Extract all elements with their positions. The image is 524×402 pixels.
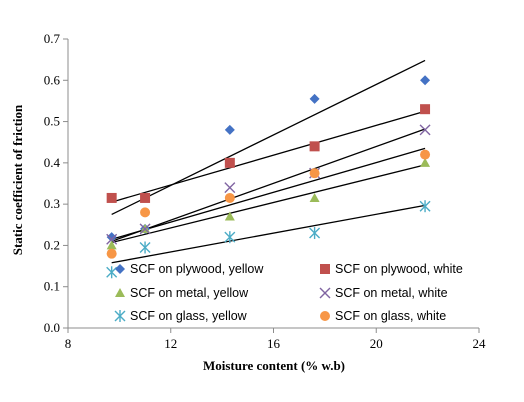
data-point bbox=[420, 75, 431, 86]
data-points bbox=[106, 75, 431, 279]
legend-marker bbox=[319, 287, 331, 299]
marker-stroke bbox=[319, 287, 331, 299]
trendline bbox=[111, 164, 426, 244]
y-tick-label: 0.4 bbox=[44, 155, 61, 170]
trendline bbox=[111, 147, 426, 240]
trendline bbox=[111, 204, 426, 264]
x-tick-label: 24 bbox=[473, 336, 487, 351]
legend-item: SCF on glass, yellow bbox=[114, 309, 248, 323]
data-point bbox=[224, 231, 236, 244]
data-point bbox=[139, 223, 151, 235]
data-point bbox=[420, 157, 431, 167]
legend-item: SCF on metal, white bbox=[319, 286, 448, 300]
marker-stroke bbox=[224, 182, 236, 194]
data-point bbox=[106, 266, 118, 279]
legend-item: SCF on glass, white bbox=[320, 309, 446, 323]
data-point bbox=[140, 207, 151, 218]
data-point bbox=[224, 182, 236, 194]
legend-marker bbox=[320, 311, 330, 321]
data-point bbox=[140, 192, 151, 203]
data-point bbox=[224, 211, 235, 221]
legend-label: SCF on plywood, white bbox=[335, 262, 463, 276]
data-point bbox=[309, 168, 320, 179]
data-point bbox=[106, 192, 117, 203]
x-axis-title: Moisture content (% w.b) bbox=[203, 358, 345, 373]
data-point bbox=[419, 124, 431, 136]
legend-marker bbox=[320, 264, 330, 274]
data-point bbox=[309, 141, 320, 152]
legend-marker bbox=[114, 310, 126, 322]
data-point bbox=[106, 232, 117, 243]
y-tick-label: 0.3 bbox=[44, 196, 60, 211]
data-point bbox=[419, 200, 431, 213]
legend-label: SCF on metal, white bbox=[335, 286, 448, 300]
data-point bbox=[420, 149, 431, 160]
trendline bbox=[111, 59, 426, 216]
legend-label: SCF on glass, white bbox=[335, 309, 446, 323]
trendline bbox=[111, 110, 426, 203]
legend-label: SCF on metal, yellow bbox=[130, 286, 249, 300]
trendline bbox=[111, 128, 426, 242]
data-point bbox=[224, 157, 235, 168]
data-point bbox=[309, 93, 320, 104]
data-point bbox=[420, 104, 431, 115]
data-point bbox=[106, 233, 118, 245]
marker-stroke bbox=[106, 233, 118, 245]
x-tick-label: 8 bbox=[65, 336, 72, 351]
data-point bbox=[106, 240, 117, 250]
data-point bbox=[309, 227, 321, 240]
x-tick-label: 12 bbox=[164, 336, 177, 351]
legend-marker bbox=[115, 288, 125, 297]
y-tick-label: 0.7 bbox=[44, 31, 61, 46]
y-tick-label: 0.0 bbox=[44, 320, 60, 335]
marker-stroke bbox=[419, 124, 431, 136]
x-tick-label: 16 bbox=[267, 336, 281, 351]
data-point bbox=[224, 124, 235, 135]
legend-label: SCF on glass, yellow bbox=[130, 309, 248, 323]
marker-stroke bbox=[139, 223, 151, 235]
legend-label: SCF on plywood, yellow bbox=[130, 262, 264, 276]
data-point bbox=[139, 241, 151, 254]
x-tick-label: 20 bbox=[370, 336, 383, 351]
trendlines bbox=[111, 59, 426, 264]
data-point bbox=[106, 248, 117, 259]
y-tick-label: 0.6 bbox=[44, 72, 61, 87]
legend: SCF on plywood, yellow SCF on plywood, wh… bbox=[114, 262, 463, 323]
legend-item: SCF on metal, yellow bbox=[115, 286, 249, 300]
legend-marker bbox=[115, 264, 125, 274]
data-point bbox=[309, 192, 320, 202]
legend-item: SCF on plywood, white bbox=[320, 262, 463, 276]
data-point bbox=[224, 192, 235, 203]
y-tick-label: 0.1 bbox=[44, 279, 60, 294]
y-tick-label: 0.5 bbox=[44, 114, 60, 129]
y-axis-title: Static coefficient of friction bbox=[10, 104, 25, 255]
legend-item: SCF on plywood, yellow bbox=[115, 262, 264, 276]
y-tick-label: 0.2 bbox=[44, 237, 60, 252]
axes: 0.0 0.1 0.2 0.3 0.4 0.5 0.6 0.7 8 12 16 20 24 bbox=[44, 31, 486, 351]
